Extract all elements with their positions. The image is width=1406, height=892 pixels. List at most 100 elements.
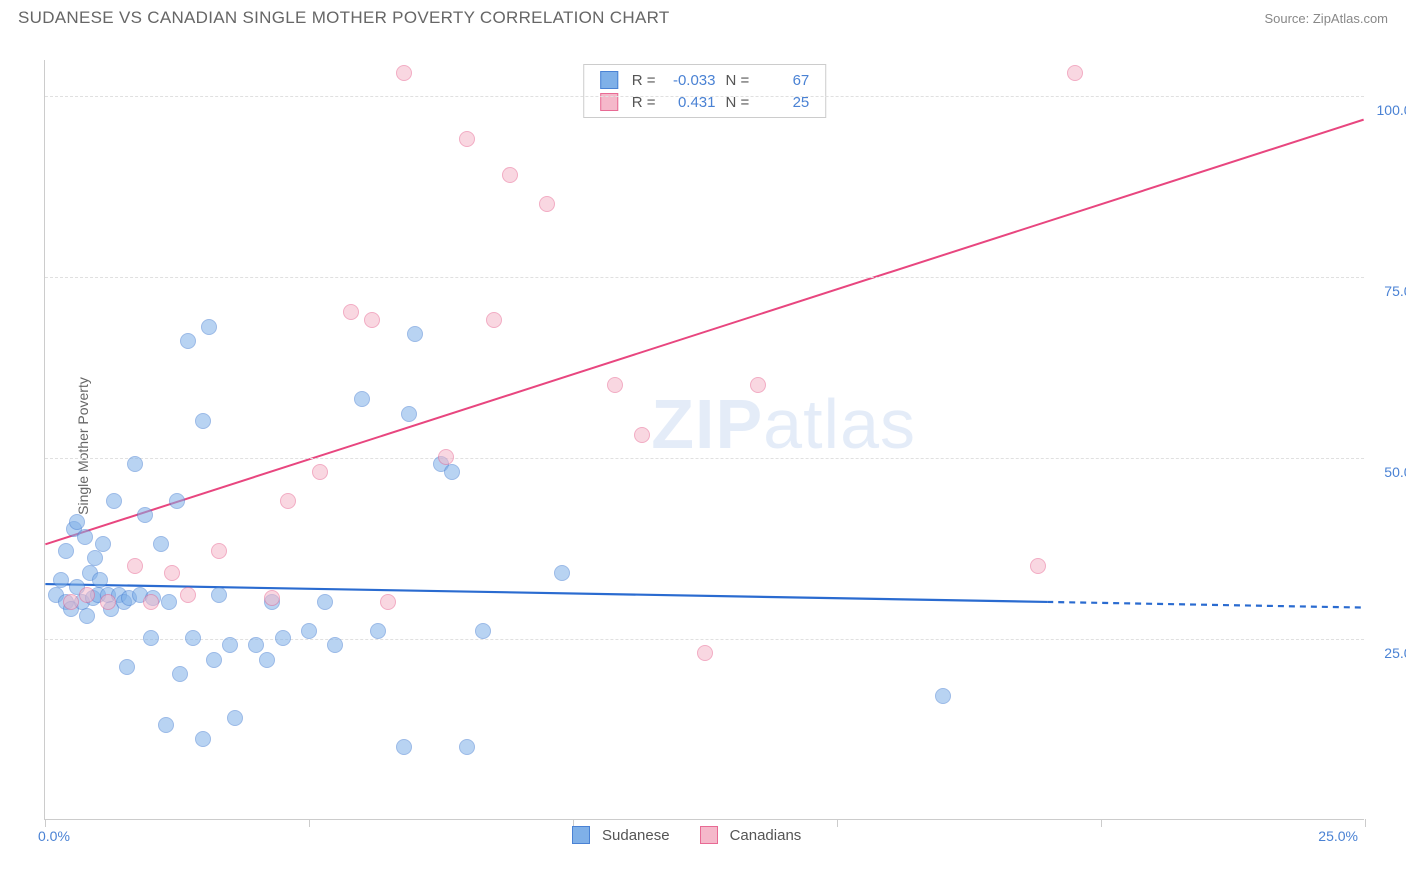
data-point bbox=[380, 594, 396, 610]
data-point bbox=[79, 608, 95, 624]
chart-title: SUDANESE VS CANADIAN SINGLE MOTHER POVER… bbox=[18, 8, 670, 28]
data-point bbox=[222, 637, 238, 653]
data-point bbox=[53, 572, 69, 588]
x-tick bbox=[1101, 819, 1102, 827]
data-point bbox=[401, 406, 417, 422]
stat-R-label-1: R = bbox=[632, 72, 656, 89]
data-point bbox=[127, 558, 143, 574]
data-point bbox=[1067, 65, 1083, 81]
x-axis-label-min: 0.0% bbox=[38, 828, 70, 844]
data-point bbox=[607, 377, 623, 393]
data-point bbox=[697, 645, 713, 661]
stats-row-1: R = -0.033 N = 67 bbox=[600, 69, 810, 91]
swatch-series-1 bbox=[600, 71, 618, 89]
data-point bbox=[172, 666, 188, 682]
data-point bbox=[396, 65, 412, 81]
stat-N-label-1: N = bbox=[726, 72, 750, 89]
legend-item-1: Sudanese bbox=[572, 826, 670, 844]
grid-line bbox=[45, 639, 1364, 640]
data-point bbox=[486, 312, 502, 328]
data-point bbox=[280, 493, 296, 509]
chart-plot-area: ZIPatlas R = -0.033 N = 67 R = 0.431 N =… bbox=[44, 60, 1364, 820]
x-tick bbox=[1365, 819, 1366, 827]
data-point bbox=[87, 550, 103, 566]
data-point bbox=[370, 623, 386, 639]
data-point bbox=[248, 637, 264, 653]
data-point bbox=[195, 731, 211, 747]
stats-row-2: R = 0.431 N = 25 bbox=[600, 91, 810, 113]
watermark: ZIPatlas bbox=[651, 384, 916, 464]
data-point bbox=[396, 739, 412, 755]
legend-swatch-2 bbox=[700, 826, 718, 844]
legend-swatch-1 bbox=[572, 826, 590, 844]
grid-line bbox=[45, 277, 1364, 278]
data-point bbox=[301, 623, 317, 639]
data-point bbox=[264, 590, 280, 606]
data-point bbox=[327, 637, 343, 653]
legend-label-1: Sudanese bbox=[602, 827, 670, 844]
data-point bbox=[143, 594, 159, 610]
data-point bbox=[127, 456, 143, 472]
data-point bbox=[364, 312, 380, 328]
data-point bbox=[459, 739, 475, 755]
data-point bbox=[180, 587, 196, 603]
data-point bbox=[438, 449, 454, 465]
data-point bbox=[475, 623, 491, 639]
data-point bbox=[343, 304, 359, 320]
x-tick bbox=[837, 819, 838, 827]
legend: Sudanese Canadians bbox=[572, 826, 801, 844]
grid-line bbox=[45, 458, 1364, 459]
grid-line bbox=[45, 96, 1364, 97]
data-point bbox=[164, 565, 180, 581]
data-point bbox=[317, 594, 333, 610]
y-tick-label: 75.0% bbox=[1384, 283, 1406, 299]
watermark-light: atlas bbox=[763, 385, 916, 463]
data-point bbox=[58, 543, 74, 559]
source-label: Source: ZipAtlas.com bbox=[1264, 11, 1388, 26]
x-axis-label-max: 25.0% bbox=[1318, 828, 1358, 844]
data-point bbox=[459, 131, 475, 147]
data-point bbox=[158, 717, 174, 733]
data-point bbox=[206, 652, 222, 668]
data-point bbox=[211, 587, 227, 603]
watermark-bold: ZIP bbox=[651, 385, 763, 463]
x-tick bbox=[45, 819, 46, 827]
data-point bbox=[106, 493, 122, 509]
data-point bbox=[354, 391, 370, 407]
data-point bbox=[201, 319, 217, 335]
data-point bbox=[407, 326, 423, 342]
data-point bbox=[275, 630, 291, 646]
data-point bbox=[935, 688, 951, 704]
data-point bbox=[169, 493, 185, 509]
data-point bbox=[137, 507, 153, 523]
data-point bbox=[185, 630, 201, 646]
y-tick-label: 100.0% bbox=[1377, 102, 1406, 118]
stat-N-value-1: 67 bbox=[759, 72, 809, 89]
data-point bbox=[444, 464, 460, 480]
data-point bbox=[227, 710, 243, 726]
data-point bbox=[554, 565, 570, 581]
data-point bbox=[211, 543, 227, 559]
data-point bbox=[161, 594, 177, 610]
trend-lines bbox=[45, 60, 1364, 819]
data-point bbox=[312, 464, 328, 480]
y-tick-label: 50.0% bbox=[1384, 464, 1406, 480]
data-point bbox=[77, 529, 93, 545]
data-point bbox=[79, 587, 95, 603]
data-point bbox=[502, 167, 518, 183]
data-point bbox=[63, 594, 79, 610]
stats-box: R = -0.033 N = 67 R = 0.431 N = 25 bbox=[583, 64, 827, 118]
legend-label-2: Canadians bbox=[730, 827, 802, 844]
data-point bbox=[750, 377, 766, 393]
y-tick-label: 25.0% bbox=[1384, 645, 1406, 661]
data-point bbox=[195, 413, 211, 429]
x-tick bbox=[309, 819, 310, 827]
data-point bbox=[180, 333, 196, 349]
data-point bbox=[100, 594, 116, 610]
legend-item-2: Canadians bbox=[700, 826, 802, 844]
data-point bbox=[119, 659, 135, 675]
data-point bbox=[143, 630, 159, 646]
data-point bbox=[1030, 558, 1046, 574]
data-point bbox=[153, 536, 169, 552]
data-point bbox=[95, 536, 111, 552]
